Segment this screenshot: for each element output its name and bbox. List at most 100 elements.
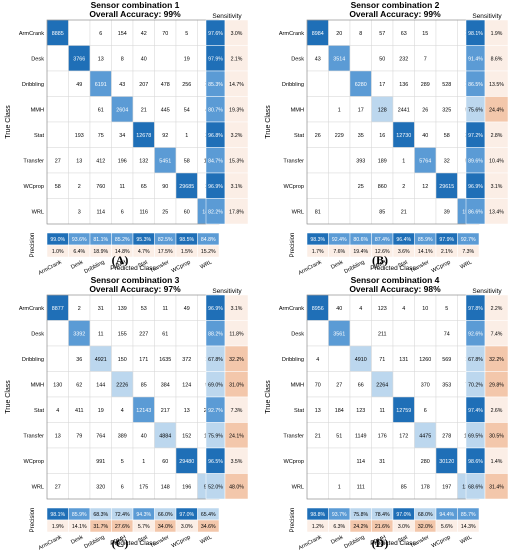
cell-value: 148	[161, 484, 170, 490]
precision-label: Precision	[30, 233, 36, 258]
matrix-cell	[349, 45, 372, 72]
sensitivity-value: 69.5%	[468, 433, 483, 439]
cell-value: 5	[121, 459, 124, 465]
row-tick-label: Transfer	[23, 433, 44, 439]
cell-value: 21	[401, 209, 407, 215]
cell-value: 389	[118, 433, 127, 439]
matrix-cell	[306, 320, 329, 347]
cell-value: 116	[139, 209, 148, 215]
column-tick-label: WCprop	[431, 259, 452, 274]
row-tick-label: Transfer	[23, 158, 44, 164]
cell-value: 4	[316, 357, 319, 363]
sensitivity-miss-value: 2.6%	[491, 408, 503, 414]
cell-value: 1149	[355, 433, 367, 439]
cell-value: 40	[141, 56, 147, 62]
matrix-cell	[328, 345, 351, 372]
chart-title: Sensor combination 3	[91, 275, 180, 285]
precision-miss-value: 1.7%	[312, 249, 324, 255]
matrix-cell	[414, 320, 437, 347]
cell-value: 65	[141, 184, 147, 190]
column-tick-label: Desk	[70, 259, 84, 270]
cell-value: 280	[421, 459, 430, 465]
cell-value: 1635	[159, 357, 171, 363]
precision-miss-value: 17.5%	[158, 249, 173, 255]
cell-value: 3766	[73, 56, 85, 62]
sensitivity-miss-cell	[224, 198, 249, 225]
cell-value: 5764	[419, 158, 431, 164]
column-tick-label: ArmCrank	[298, 534, 323, 550]
cell-value: 57	[379, 31, 385, 37]
cell-value: 50	[379, 56, 385, 62]
precision-miss-cell	[457, 519, 480, 533]
cell-value: 124	[182, 382, 191, 388]
sensitivity-value: 92.7%	[208, 408, 223, 414]
cell-value: 27	[336, 382, 342, 388]
precision-value: 96.4%	[396, 237, 411, 243]
cell-value: 61	[98, 107, 104, 113]
sensitivity-miss-value: 32.2%	[489, 357, 504, 363]
matrix-cell	[435, 396, 458, 423]
matrix-cell	[46, 96, 69, 123]
row-tick-label: MMH	[31, 107, 44, 113]
matrix-cell	[328, 172, 351, 199]
cell-value: 860	[378, 184, 387, 190]
cell-value: 111	[357, 484, 365, 490]
precision-miss-value: 14.1%	[418, 249, 433, 255]
cell-value: 11	[119, 184, 125, 190]
matrix-cell	[328, 70, 351, 97]
row-tick-label: ArmCrank	[279, 306, 304, 312]
cell-value: 411	[75, 408, 84, 414]
y-axis-label: True Class	[5, 105, 12, 139]
cell-value: 139	[118, 306, 127, 312]
precision-miss-value: 19.4%	[353, 249, 368, 255]
matrix-cell	[392, 447, 415, 474]
cell-value: 528	[442, 82, 451, 88]
row-tick-label: Stat	[34, 133, 44, 139]
sensitivity-miss-value: 3.0%	[231, 31, 243, 37]
cell-value: 85	[379, 209, 385, 215]
column-tick-label: Stat	[137, 259, 149, 269]
cell-value: 27	[55, 158, 61, 164]
matrix-cell	[306, 447, 329, 474]
row-tick-label: Stat	[294, 408, 304, 414]
precision-miss-value: 15.2%	[201, 249, 216, 255]
cell-value: 13	[55, 433, 61, 439]
precision-miss-value: 14.8%	[115, 249, 130, 255]
row-tick-label: WCprop	[283, 184, 304, 190]
row-tick-label: MMH	[291, 107, 304, 113]
precision-value: 85.9%	[72, 512, 87, 518]
cell-value: 991	[96, 459, 105, 465]
cell-value: 412	[96, 158, 105, 164]
cell-value: 40	[141, 433, 147, 439]
cell-value: 155	[118, 331, 127, 337]
cell-value: 29480	[179, 459, 194, 465]
cell-value: 85	[141, 382, 147, 388]
row-tick-label: WRL	[32, 209, 44, 215]
chart-title: Sensor combination 4	[351, 275, 440, 285]
precision-miss-value: 7.6%	[333, 249, 345, 255]
cell-value: 25	[358, 184, 364, 190]
cell-value: 71	[379, 357, 385, 363]
cell-value: 43	[119, 82, 125, 88]
y-axis-label: True Class	[5, 380, 12, 414]
sensitivity-miss-value: 3.1%	[231, 306, 243, 312]
precision-miss-value: 7.3%	[462, 249, 474, 255]
cell-value: 60	[162, 459, 168, 465]
chart-subtitle: Overall Accuracy: 99%	[349, 9, 441, 19]
cell-value: 325	[442, 107, 451, 113]
cell-value: 70	[315, 382, 321, 388]
cell-value: 128	[378, 107, 387, 113]
precision-miss-value: 12.6%	[375, 249, 390, 255]
cell-value: 8	[121, 56, 124, 62]
precision-value: 66.0%	[158, 512, 173, 518]
matrix-cell	[68, 96, 91, 123]
sensitivity-value: 67.8%	[468, 357, 483, 363]
row-tick-label: Desk	[291, 56, 304, 62]
cell-value: 4	[56, 408, 59, 414]
cell-value: 42	[141, 31, 147, 37]
sensitivity-miss-value: 1.4%	[491, 459, 503, 465]
sensitivity-miss-value: 11.8%	[229, 331, 244, 337]
chart-subtitle: Overall Accuracy: 98%	[349, 284, 441, 294]
row-tick-label: Desk	[31, 56, 44, 62]
